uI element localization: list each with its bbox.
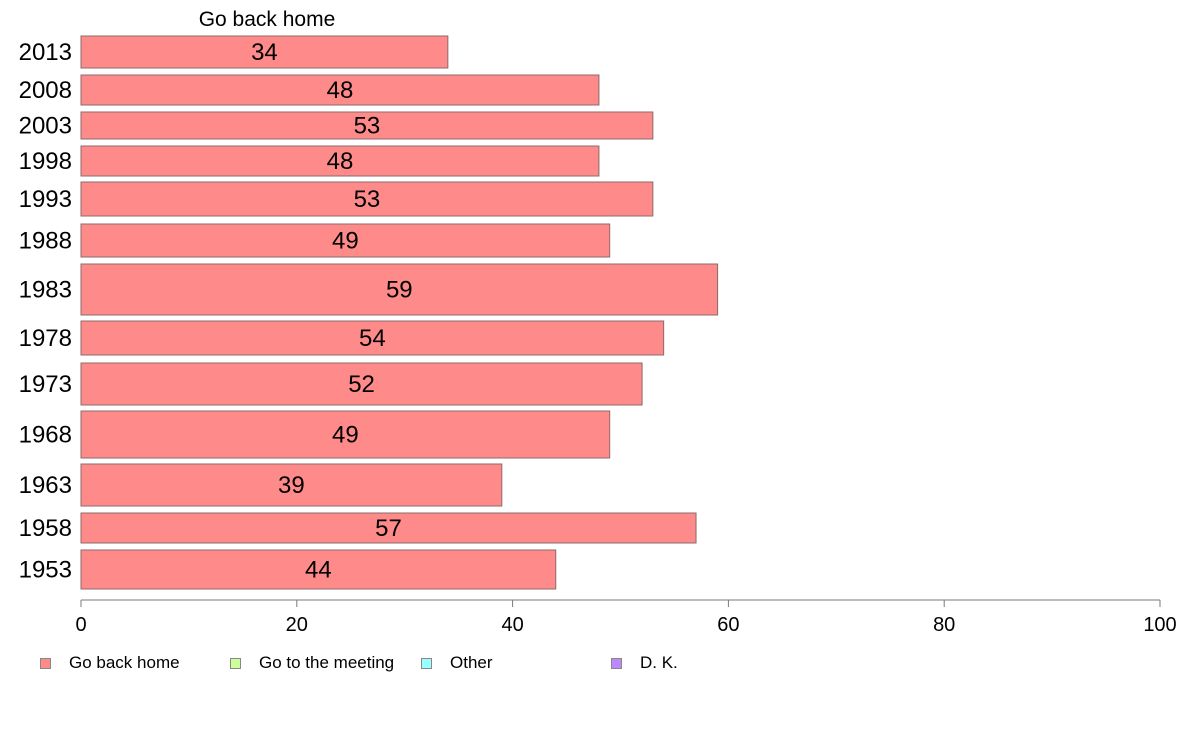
category-label-2008: 2008 [19,77,72,104]
data-label-1968: 49 [332,422,359,449]
legend-item-dk: D. K. [611,652,678,674]
legend-swatch-go-back-home [40,657,51,669]
bar-chart: Go back home 34 2013 48 2008 53 2003 48 1998 53 1… [19,8,1177,636]
bar-1983 [80,263,719,316]
bar-1968 [80,410,611,459]
bar-1958 [80,512,697,544]
x-tick-label-80: 80 [933,614,955,636]
category-label-1983: 1983 [19,277,72,304]
x-tick-label-60: 60 [717,614,739,636]
bar-1963 [80,463,503,507]
x-tick-label-40: 40 [501,614,523,636]
category-label-1993: 1993 [19,186,72,213]
legend-label-other: Other [450,653,493,672]
bar-1988 [80,223,611,258]
bar-1973 [80,362,643,406]
bar-1998 [80,145,600,177]
x-tick-label-100: 100 [1143,614,1176,636]
category-label-1998: 1998 [19,148,72,175]
bar-2008 [80,74,600,106]
category-label-1953: 1953 [19,557,72,584]
bar-1953 [80,549,557,590]
bar-1993 [80,181,654,217]
category-label-1973: 1973 [19,371,72,398]
bar-2013 [80,35,449,69]
data-label-1958: 57 [375,515,402,542]
data-label-1953: 44 [305,557,332,584]
data-label-1988: 49 [332,228,359,255]
chart-legend: Go back home Go to the meeting Other D. … [0,652,1188,674]
data-label-2003: 53 [354,113,381,140]
data-label-1998: 48 [327,148,354,175]
legend-label-dk: D. K. [640,653,678,672]
bar-1978 [80,320,665,356]
category-label-1968: 1968 [19,422,72,449]
category-label-1978: 1978 [19,325,72,352]
legend-swatch-other [421,657,432,669]
legend-item-other: Other [421,652,493,674]
legend-label-go-to-the-meeting: Go to the meeting [259,653,395,672]
data-label-1983: 59 [386,277,413,304]
bar-2003 [80,111,654,140]
category-label-1963: 1963 [19,472,72,499]
category-label-1958: 1958 [19,515,72,542]
category-label-1988: 1988 [19,228,72,255]
data-label-1973: 52 [348,371,375,398]
data-label-2013: 34 [251,39,278,66]
legend-item-go-back-home: Go back home [40,652,180,674]
legend-swatch-go-to-the-meeting [230,657,241,669]
data-label-1993: 53 [354,186,381,213]
data-label-1978: 54 [359,325,386,352]
legend-swatch-dk [611,657,622,669]
category-label-2003: 2003 [19,113,72,140]
legend-item-go-to-the-meeting: Go to the meeting [230,652,394,674]
x-tick-label-20: 20 [286,614,308,636]
x-tick-label-0: 0 [75,614,86,636]
chart-title: Go back home [199,8,336,31]
data-label-1963: 39 [278,472,305,499]
data-label-2008: 48 [327,77,354,104]
category-label-2013: 2013 [19,39,72,66]
legend-label-go-back-home: Go back home [69,653,180,672]
